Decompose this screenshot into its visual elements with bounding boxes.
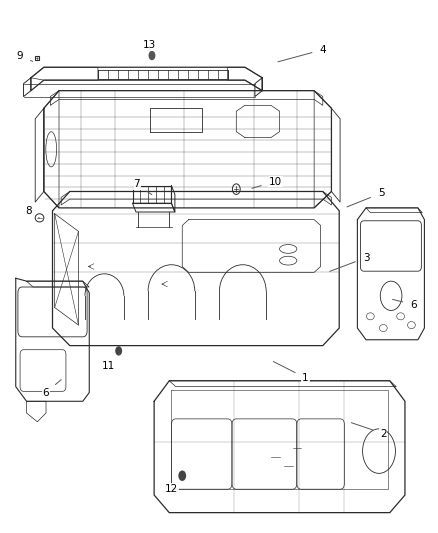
Text: 3: 3 bbox=[330, 253, 369, 271]
Text: 10: 10 bbox=[252, 176, 282, 188]
Text: 12: 12 bbox=[165, 478, 182, 494]
Circle shape bbox=[148, 51, 155, 60]
Text: 7: 7 bbox=[134, 180, 152, 195]
Circle shape bbox=[115, 346, 122, 356]
Text: 8: 8 bbox=[25, 206, 39, 218]
Text: 5: 5 bbox=[347, 188, 385, 207]
Text: 1: 1 bbox=[273, 361, 309, 383]
Circle shape bbox=[178, 471, 186, 481]
Text: 4: 4 bbox=[278, 45, 326, 62]
Text: 9: 9 bbox=[17, 51, 33, 61]
Text: 11: 11 bbox=[102, 353, 120, 371]
Text: 6: 6 bbox=[392, 300, 417, 310]
Text: 2: 2 bbox=[351, 423, 387, 439]
Text: 6: 6 bbox=[43, 379, 61, 398]
Text: 13: 13 bbox=[143, 40, 156, 53]
